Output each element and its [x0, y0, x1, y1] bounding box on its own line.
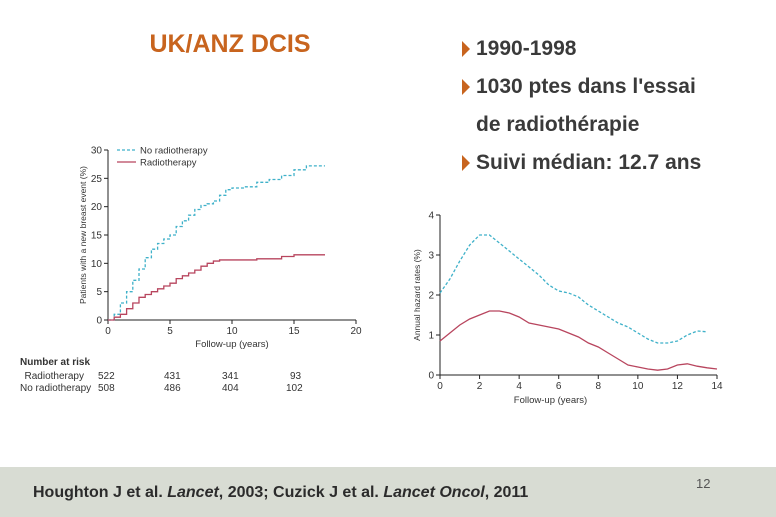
- citation-part: , 2003; Cuzick J et al.: [218, 484, 384, 501]
- y-tick-label: 4: [428, 211, 434, 222]
- risk-row-label: No radiotherapy: [20, 383, 92, 394]
- citation-journal: Lancet: [167, 484, 219, 501]
- legend-label: No radiotherapy: [140, 146, 208, 157]
- x-tick-label: 14: [711, 381, 723, 392]
- citation-part: Houghton J et al.: [33, 484, 168, 501]
- y-tick-label: 20: [91, 202, 103, 213]
- bullet-list: 1990-1998 1030 ptes dans l'essai de radi…: [460, 30, 701, 182]
- page-number: 12: [696, 476, 711, 491]
- bullet-text: 1990-1998: [476, 37, 577, 60]
- y-tick-label: 2: [428, 291, 434, 302]
- bullet-text-continuation: de radiothérapie: [476, 113, 640, 136]
- bullet-arrow-icon: [462, 79, 470, 95]
- bullet-arrow-icon: [462, 155, 470, 171]
- citation-journal: Lancet Oncol: [383, 484, 485, 501]
- risk-table-title: Number at risk: [20, 357, 91, 368]
- y-axis-label: Annual hazard rates (%): [412, 249, 422, 341]
- risk-value: 404: [222, 383, 239, 394]
- x-tick-label: 8: [596, 381, 602, 392]
- bullet-text: Suivi médian: 12.7 ans: [476, 151, 702, 174]
- x-tick-label: 20: [350, 326, 362, 337]
- y-tick-label: 25: [91, 174, 103, 185]
- series-line: [108, 254, 325, 321]
- x-tick-label: 5: [167, 326, 173, 337]
- x-tick-label: 10: [632, 381, 644, 392]
- y-axis-label: Patients with a new breast event (%): [78, 166, 88, 304]
- y-tick-label: 30: [91, 146, 103, 157]
- risk-value: 341: [222, 371, 239, 382]
- risk-value: 102: [286, 383, 303, 394]
- x-tick-label: 0: [437, 381, 443, 392]
- risk-value: 486: [164, 383, 181, 394]
- slide-title: UK/ANZ DCIS: [149, 30, 311, 58]
- x-tick-label: 15: [288, 326, 300, 337]
- y-tick-label: 0: [96, 316, 102, 327]
- x-tick-label: 0: [105, 326, 111, 337]
- y-tick-label: 10: [91, 259, 103, 270]
- risk-value: 508: [98, 383, 115, 394]
- series-line: [439, 310, 718, 371]
- series-line: [439, 234, 708, 344]
- risk-value: 522: [98, 371, 115, 382]
- bullet-item: 1030 ptes dans l'essai de radiothérapie: [460, 68, 701, 144]
- risk-value: 431: [164, 371, 181, 382]
- x-tick-label: 4: [516, 381, 522, 392]
- y-tick-label: 15: [91, 231, 103, 242]
- legend-label: Radiotherapy: [140, 158, 197, 169]
- y-tick-label: 0: [428, 371, 434, 382]
- bullet-item: 1990-1998: [460, 30, 701, 68]
- citation-part: , 2011: [484, 484, 529, 501]
- x-axis-label: Follow-up (years): [195, 339, 268, 350]
- x-axis-label: Follow-up (years): [514, 395, 587, 406]
- x-tick-label: 6: [556, 381, 562, 392]
- citation: Houghton J et al. Lancet, 2003; Cuzick J…: [33, 484, 528, 502]
- bullet-item: Suivi médian: 12.7 ans: [460, 144, 701, 182]
- bullet-arrow-icon: [462, 41, 470, 57]
- y-tick-label: 5: [96, 287, 102, 298]
- x-tick-label: 10: [226, 326, 238, 337]
- y-tick-label: 1: [428, 331, 434, 342]
- footer-bar: [0, 467, 776, 517]
- bullet-text: 1030 ptes dans l'essai: [476, 75, 696, 98]
- risk-row-label: Radiotherapy: [24, 371, 84, 382]
- risk-value: 93: [290, 371, 302, 382]
- x-tick-label: 2: [477, 381, 483, 392]
- x-tick-label: 12: [672, 381, 684, 392]
- y-tick-label: 3: [428, 251, 434, 262]
